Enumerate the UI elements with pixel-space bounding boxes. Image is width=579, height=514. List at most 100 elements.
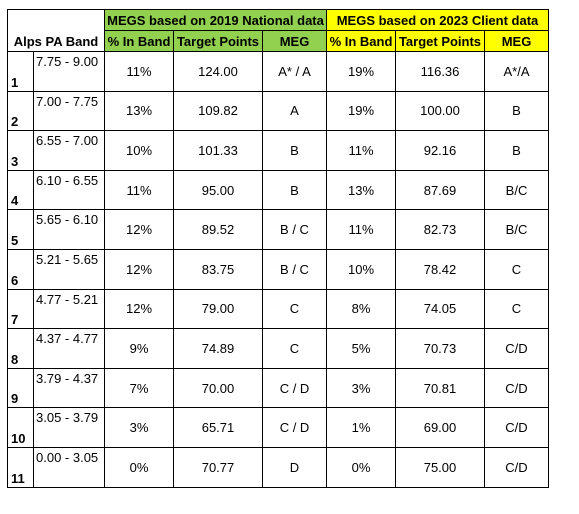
meg-2023: C xyxy=(484,288,549,330)
meg-2023: B xyxy=(484,90,549,132)
band-range: 3.79 - 4.37 xyxy=(33,367,105,409)
meg-2019: B xyxy=(262,169,327,211)
target-points-2019: 79.00 xyxy=(173,288,263,330)
band-index: 2 xyxy=(7,90,34,132)
megs-table: Alps PA Band MEGS based on 2019 National… xyxy=(7,9,549,488)
pct-in-band-2019: 13% xyxy=(104,90,174,132)
pct-in-band-2019: 12% xyxy=(104,288,174,330)
header-row-columns: % In Band Target Points MEG % In Band Ta… xyxy=(8,30,549,52)
target-points-2019: 95.00 xyxy=(173,169,263,211)
alps-pa-band-header: Alps PA Band xyxy=(7,9,105,52)
col-header-target-points-2023: Target Points xyxy=(395,30,485,52)
band-range: 5.21 - 5.65 xyxy=(33,248,105,290)
band-index: 7 xyxy=(7,288,34,330)
target-points-2023: 87.69 xyxy=(395,169,485,211)
col-header-target-points-2019: Target Points xyxy=(173,30,263,52)
table-row: 11 0.00 - 3.05 0% 70.77 D 0% 75.00 C/D xyxy=(7,446,549,488)
meg-2019: C / D xyxy=(262,407,327,448)
table-row: 6 5.21 - 5.65 12% 83.75 B / C 10% 78.42 C xyxy=(7,248,549,290)
group-header-2023: MEGS based on 2023 Client data xyxy=(326,9,549,31)
band-index: 5 xyxy=(7,209,34,250)
band-range: 4.77 - 5.21 xyxy=(33,288,105,330)
table-row: 1 7.75 - 9.00 11% 124.00 A* / A 19% 116.36 A*/A xyxy=(7,51,549,92)
table-row: 9 3.79 - 4.37 7% 70.00 C / D 3% 70.81 C/D xyxy=(7,367,549,409)
band-range: 4.37 - 4.77 xyxy=(33,328,105,369)
group-header-2019: MEGS based on 2019 National data xyxy=(104,9,327,31)
meg-2019: C xyxy=(262,328,327,369)
target-points-2023: 78.42 xyxy=(395,248,485,290)
table-row: 3 6.55 - 7.00 10% 101.33 B 11% 92.16 B xyxy=(7,130,549,171)
pct-in-band-2019: 11% xyxy=(104,169,174,211)
col-header-meg-2019: MEG xyxy=(262,30,327,52)
meg-2019: B / C xyxy=(262,209,327,250)
pct-in-band-2019: 11% xyxy=(104,51,174,92)
pct-in-band-2019: 0% xyxy=(104,446,174,488)
pct-in-band-2023: 5% xyxy=(326,328,396,369)
target-points-2023: 70.73 xyxy=(395,328,485,369)
band-index: 11 xyxy=(7,446,34,488)
target-points-2019: 74.89 xyxy=(173,328,263,369)
pct-in-band-2023: 11% xyxy=(326,209,396,250)
meg-2023: B/C xyxy=(484,209,549,250)
meg-2023: C/D xyxy=(484,328,549,369)
target-points-2023: 75.00 xyxy=(395,446,485,488)
band-index: 10 xyxy=(7,407,34,448)
pct-in-band-2019: 12% xyxy=(104,209,174,250)
target-points-2019: 70.00 xyxy=(173,367,263,409)
target-points-2023: 100.00 xyxy=(395,90,485,132)
meg-2019: D xyxy=(262,446,327,488)
target-points-2023: 92.16 xyxy=(395,130,485,171)
pct-in-band-2023: 19% xyxy=(326,51,396,92)
target-points-2019: 101.33 xyxy=(173,130,263,171)
table-row: 8 4.37 - 4.77 9% 74.89 C 5% 70.73 C/D xyxy=(7,328,549,369)
pct-in-band-2023: 19% xyxy=(326,90,396,132)
pct-in-band-2019: 10% xyxy=(104,130,174,171)
target-points-2023: 82.73 xyxy=(395,209,485,250)
pct-in-band-2019: 9% xyxy=(104,328,174,369)
pct-in-band-2019: 3% xyxy=(104,407,174,448)
band-range: 7.75 - 9.00 xyxy=(33,51,105,92)
meg-2023: C/D xyxy=(484,446,549,488)
table-row: 10 3.05 - 3.79 3% 65.71 C / D 1% 69.00 C/D xyxy=(7,407,549,448)
meg-2023: C/D xyxy=(484,407,549,448)
table-body: 1 7.75 - 9.00 11% 124.00 A* / A 19% 116.36 A*/A… xyxy=(7,51,549,488)
meg-2023: A*/A xyxy=(484,51,549,92)
pct-in-band-2023: 0% xyxy=(326,446,396,488)
target-points-2023: 74.05 xyxy=(395,288,485,330)
band-index: 3 xyxy=(7,130,34,171)
target-points-2019: 89.52 xyxy=(173,209,263,250)
meg-2019: A* / A xyxy=(262,51,327,92)
target-points-2019: 65.71 xyxy=(173,407,263,448)
band-range: 5.65 - 6.10 xyxy=(33,209,105,250)
band-range: 6.55 - 7.00 xyxy=(33,130,105,171)
pct-in-band-2019: 12% xyxy=(104,248,174,290)
meg-2023: B/C xyxy=(484,169,549,211)
band-range: 7.00 - 7.75 xyxy=(33,90,105,132)
target-points-2019: 70.77 xyxy=(173,446,263,488)
target-points-2019: 83.75 xyxy=(173,248,263,290)
pct-in-band-2023: 13% xyxy=(326,169,396,211)
table-row: 4 6.10 - 6.55 11% 95.00 B 13% 87.69 B/C xyxy=(7,169,549,211)
meg-2023: C/D xyxy=(484,367,549,409)
band-range: 3.05 - 3.79 xyxy=(33,407,105,448)
target-points-2019: 124.00 xyxy=(173,51,263,92)
meg-2023: C xyxy=(484,248,549,290)
band-index: 6 xyxy=(7,248,34,290)
band-range: 6.10 - 6.55 xyxy=(33,169,105,211)
pct-in-band-2019: 7% xyxy=(104,367,174,409)
target-points-2023: 70.81 xyxy=(395,367,485,409)
meg-2023: B xyxy=(484,130,549,171)
table-row: 2 7.00 - 7.75 13% 109.82 A 19% 100.00 B xyxy=(7,90,549,132)
pct-in-band-2023: 10% xyxy=(326,248,396,290)
meg-2019: C xyxy=(262,288,327,330)
pct-in-band-2023: 8% xyxy=(326,288,396,330)
band-index: 4 xyxy=(7,169,34,211)
band-index: 8 xyxy=(7,328,34,369)
table-row: 7 4.77 - 5.21 12% 79.00 C 8% 74.05 C xyxy=(7,288,549,330)
meg-2019: A xyxy=(262,90,327,132)
header-row-groups: Alps PA Band MEGS based on 2019 National… xyxy=(7,9,549,52)
meg-2019: B / C xyxy=(262,248,327,290)
meg-2019: B xyxy=(262,130,327,171)
megs-table-container: Alps PA Band MEGS based on 2019 National… xyxy=(7,9,549,488)
band-range: 0.00 - 3.05 xyxy=(33,446,105,488)
